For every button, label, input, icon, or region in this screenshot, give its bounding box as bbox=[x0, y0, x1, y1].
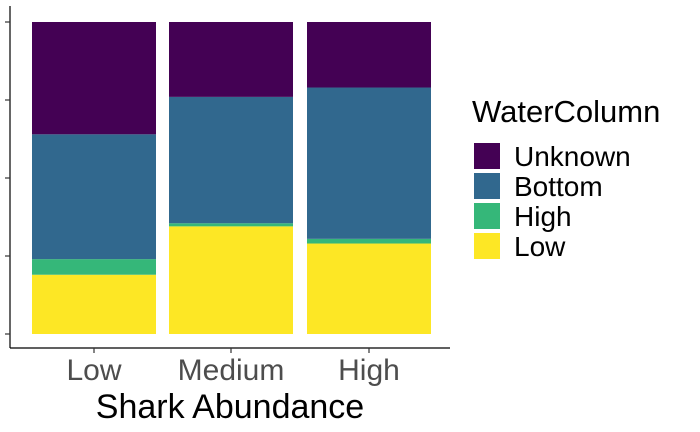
legend-key-unknown bbox=[474, 143, 500, 169]
bar-segment-medium-low bbox=[169, 226, 293, 334]
bar-segment-high-low bbox=[307, 243, 431, 334]
plot-area bbox=[32, 22, 431, 334]
legend-label-high: High bbox=[514, 201, 572, 232]
legend-label-low: Low bbox=[514, 231, 566, 262]
legend-title: WaterColumn bbox=[472, 94, 660, 129]
bar-segment-low-high bbox=[32, 259, 156, 275]
x-axis-ticks: Low Medium High bbox=[66, 348, 400, 387]
legend-key-low bbox=[474, 233, 500, 259]
bar-segment-high-bottom bbox=[307, 87, 431, 239]
bar-segment-high-high bbox=[307, 238, 431, 244]
bar-segment-low-low bbox=[32, 274, 156, 334]
bar-segment-medium-high bbox=[169, 223, 293, 227]
bar-segment-low-unknown bbox=[32, 22, 156, 135]
bar-segment-medium-bottom bbox=[169, 96, 293, 224]
bar-segment-high-unknown bbox=[307, 22, 431, 88]
y-axis-ticks bbox=[5, 21, 10, 335]
legend-key-bottom bbox=[474, 173, 500, 199]
legend-label-bottom: Bottom bbox=[514, 171, 603, 202]
x-tick-label-medium: Medium bbox=[178, 354, 285, 387]
x-axis-title: Shark Abundance bbox=[96, 388, 364, 426]
legend-label-unknown: Unknown bbox=[514, 141, 631, 172]
legend-key-high bbox=[474, 203, 500, 229]
bar-segment-low-bottom bbox=[32, 134, 156, 260]
x-tick-label-low: Low bbox=[66, 354, 121, 387]
bar-segment-medium-unknown bbox=[169, 22, 293, 97]
x-tick-label-high: High bbox=[338, 354, 400, 387]
